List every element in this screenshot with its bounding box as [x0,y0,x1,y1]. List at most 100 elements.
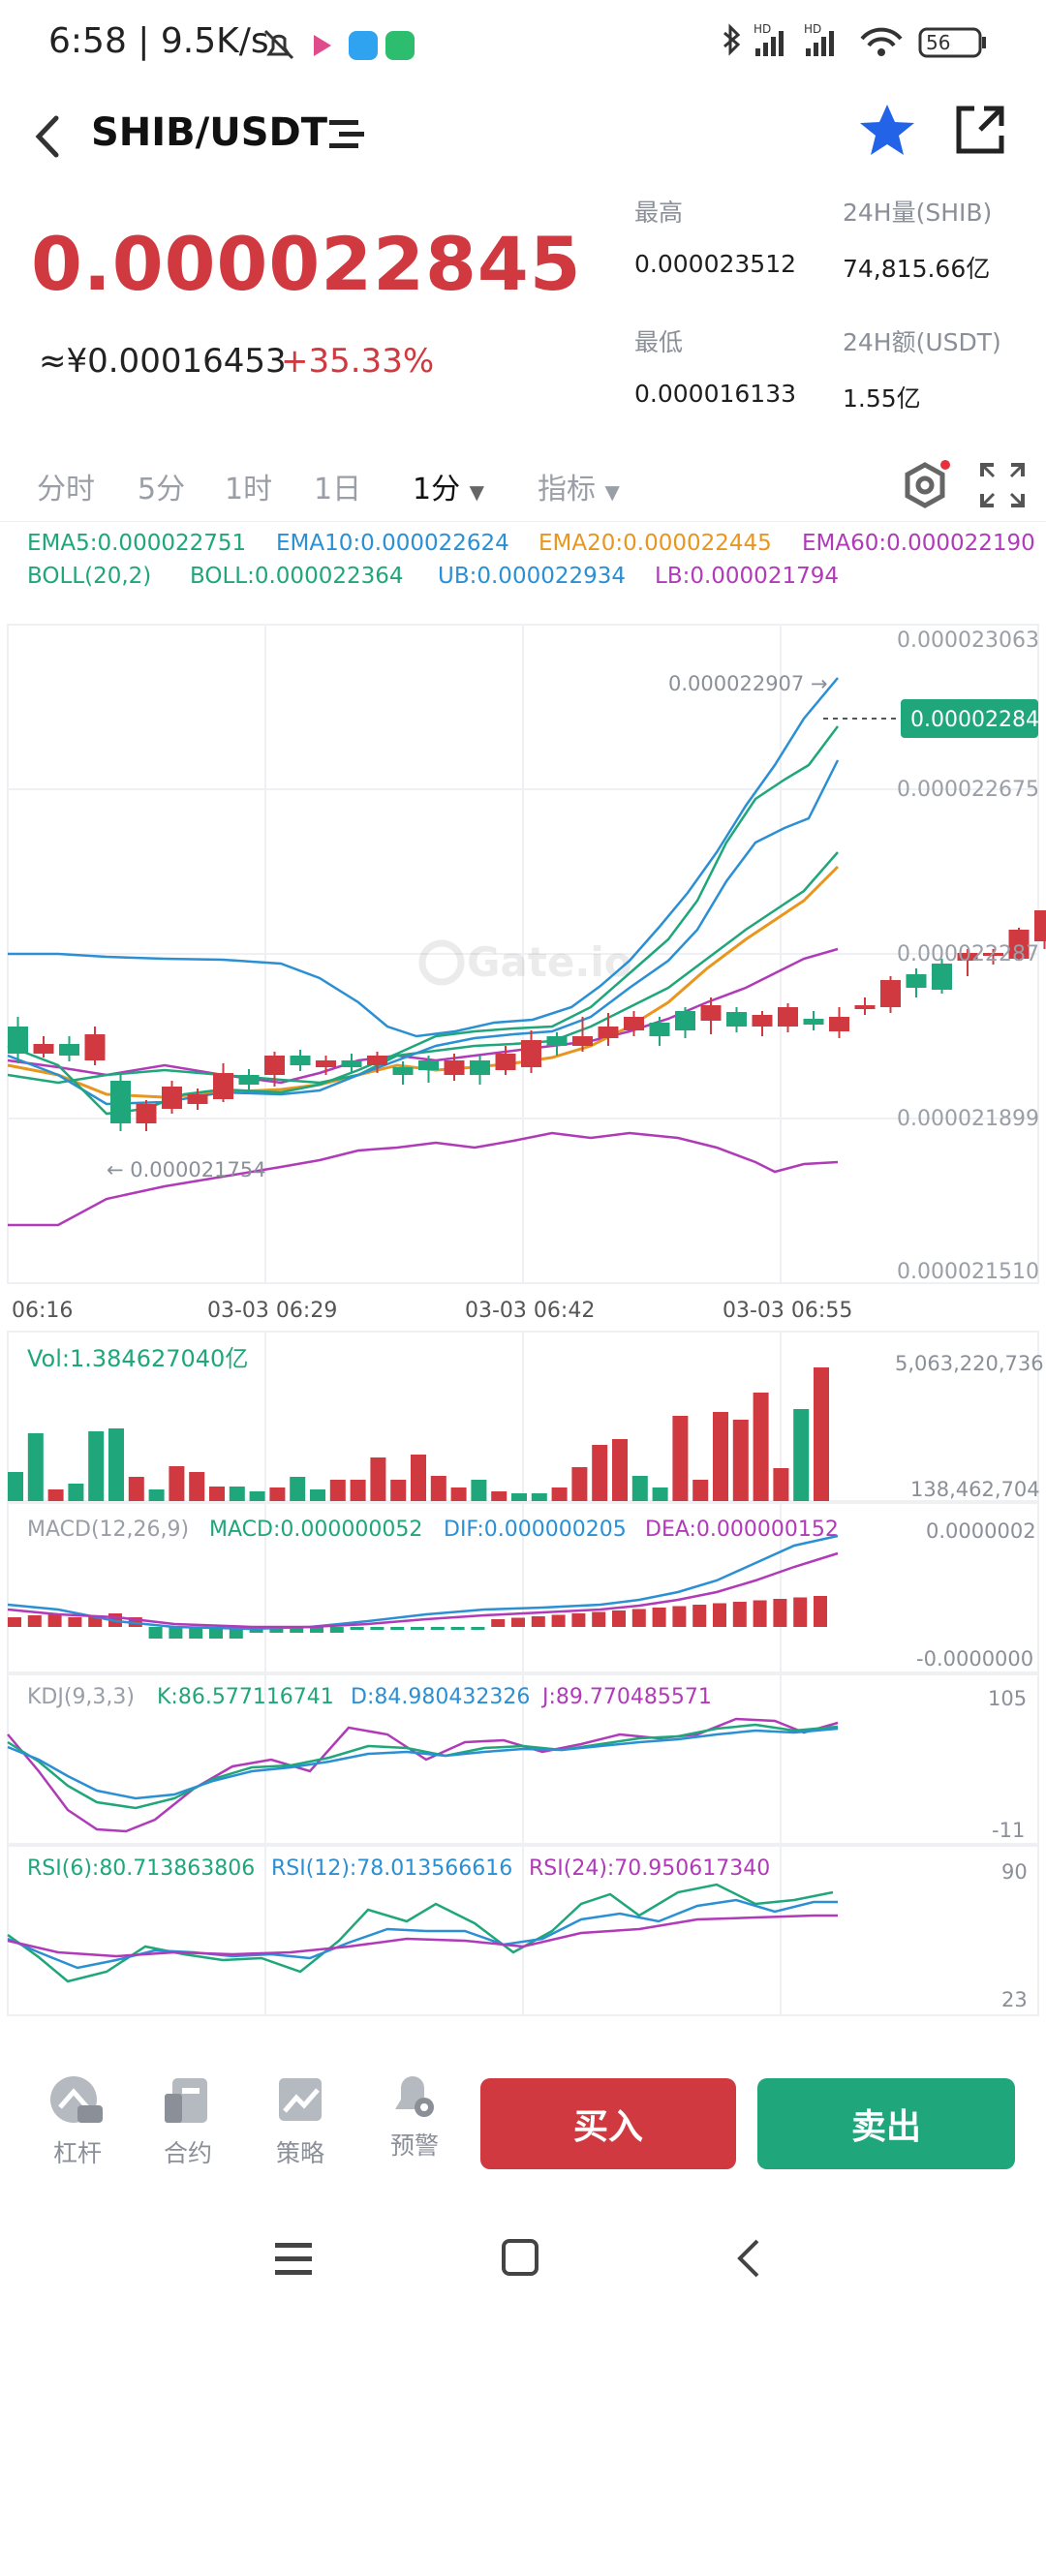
macd-bar [631,1609,646,1627]
svg-text:105: 105 [988,1687,1027,1710]
tab-5min[interactable]: 5分 [138,473,186,506]
svg-text:J:89.770485571: J:89.770485571 [540,1685,712,1709]
status-notification-icons [263,29,415,60]
favorite-star-icon[interactable] [858,101,916,159]
price-cny: ≈¥0.00016453 [39,342,287,381]
macd-bar [229,1627,243,1639]
nav-alert[interactable]: 预警 [389,2131,439,2160]
macd-bar [471,1627,485,1630]
candles [8,910,1046,1131]
nav-contract[interactable]: 合约 [163,2139,212,2167]
macd-bar [411,1627,424,1630]
fullscreen-icon[interactable] [978,461,1027,509]
svg-text:KDJ(9,3,3): KDJ(9,3,3) [27,1685,135,1709]
tab-1day[interactable]: 1日 [314,473,362,506]
volume-bar [229,1487,245,1501]
candle-body [521,1040,541,1067]
svg-text:DEA:0.000000152: DEA:0.000000152 [645,1518,839,1542]
candle-body [470,1060,490,1075]
volume-bar [411,1455,426,1501]
volume-value: 74,815.66亿 [843,255,991,283]
candle-body [649,1023,670,1036]
candle-body [624,1017,644,1030]
pair-switch-icon[interactable] [327,116,366,155]
max-price-label: 0.000022907 → [668,672,828,695]
volume-bar [148,1489,165,1501]
volume-bar [189,1472,205,1501]
header: SHIB/USDT [0,87,1046,189]
status-system-icons: HD HD [723,22,986,58]
volume-panel: Vol:1.384627040亿 5,063,220,736 138,462,7… [7,1331,1044,1502]
buy-button[interactable]: 买入 [480,2078,736,2169]
candle-body [1008,930,1030,959]
tab-indicators[interactable]: 指标 ▼ [538,473,620,506]
macd-bar [430,1627,445,1630]
macd-bar [8,1617,21,1627]
contract-icon[interactable] [161,2072,215,2127]
macd-bar [793,1597,808,1627]
system-nav-bar [0,2208,1046,2324]
amount-label: 24H额(USDT) [843,328,1001,356]
candle-body [854,1005,876,1009]
volume-bar [290,1477,306,1501]
menu-icon[interactable] [273,2239,316,2278]
macd-bar [814,1596,827,1627]
volume-bar [310,1489,325,1501]
nav-leverage[interactable]: 杠杆 [52,2139,102,2167]
svg-text:0.000022845: 0.000022845 [910,708,1046,732]
volume-bar [350,1480,366,1501]
candle-body [598,1027,619,1038]
volume-bar [88,1431,105,1501]
tab-1min[interactable]: 1分 ▼ [413,473,485,506]
volume-bar [471,1480,487,1501]
candle-body [572,1036,593,1046]
alert-icon[interactable] [385,2069,440,2123]
candle-body [33,1044,54,1054]
back-icon[interactable] [29,112,68,161]
svg-text:0.0000002: 0.0000002 [926,1519,1036,1543]
candle-body [1034,910,1046,941]
macd-bar [329,1627,344,1633]
volume-bar [47,1489,64,1501]
kline-chart[interactable]: Gate.io 0.000022907 → ← 0.000021754 0.00… [0,620,1046,2576]
macd-bar [370,1627,385,1630]
candle-body [316,1060,336,1067]
macd-bar [189,1627,203,1639]
svg-text:23: 23 [1001,1988,1028,2011]
volume-bar [108,1428,124,1501]
home-icon[interactable] [500,2237,542,2280]
share-icon[interactable] [953,103,1007,157]
legend-ema20: EMA20:0.000022445 [538,531,772,556]
svg-text:RSI(6):80.713863806: RSI(6):80.713863806 [27,1856,255,1881]
volume-bar [68,1484,84,1501]
y-tick: 0.000021899 [897,1107,1039,1131]
volume-bar [713,1412,728,1501]
macd-bar [571,1613,586,1627]
macd-bar [27,1615,42,1627]
nav-strategy[interactable]: 策略 [275,2139,324,2167]
strategy-icon[interactable] [273,2072,327,2127]
candle-body [700,1005,722,1021]
y-tick: 0.000022287 [897,942,1039,966]
leverage-icon[interactable] [48,2072,107,2127]
nav-back-icon[interactable] [730,2237,769,2280]
low-value: 0.000016133 [634,380,797,408]
candle-body [778,1007,798,1027]
high-label: 最高 [634,199,684,227]
line-ema5 [7,725,839,1116]
chart-settings-icon[interactable] [899,459,951,511]
volume-label: Vol:1.384627040亿 [27,1345,248,1372]
volume-bar [491,1491,508,1501]
candle-body [290,1056,311,1065]
volume-bar [793,1409,810,1501]
volume-bar [814,1367,829,1501]
candle-body [367,1056,387,1065]
volume-bar [450,1487,467,1501]
line-lb [8,1131,839,1227]
macd-bar [612,1610,626,1627]
tab-timeshare[interactable]: 分时 [37,473,95,506]
x-tick: 03-03 06:42 [465,1299,595,1323]
tab-1hour[interactable]: 1时 [225,473,273,506]
sell-button[interactable]: 卖出 [757,2078,1015,2169]
volume-bar [269,1487,286,1501]
